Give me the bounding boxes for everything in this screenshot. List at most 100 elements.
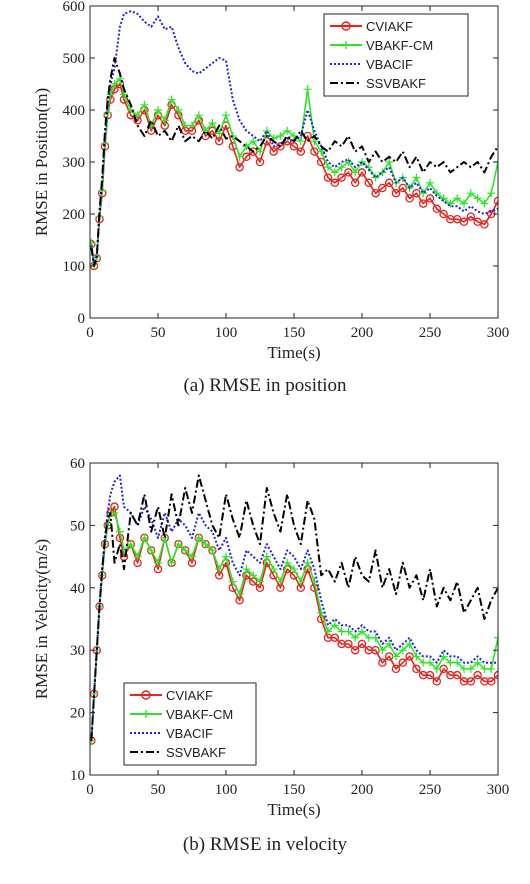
data-point [337,173,346,182]
legend-marker [342,41,350,49]
data-point [487,664,496,673]
y-tick-label: 500 [63,51,86,67]
y-tick-label: 40 [70,581,85,597]
series-line-ssvbakf [90,474,498,741]
data-point [174,106,183,114]
data-point [473,670,482,680]
data-point [283,126,292,135]
data-point [235,152,244,161]
data-point [120,90,128,99]
x-tick-label: 250 [419,325,442,341]
x-tick-label: 0 [86,325,94,341]
data-point [432,664,441,673]
data-point [466,677,476,686]
data-point [432,677,442,686]
data-point [115,527,124,536]
data-point [133,552,142,561]
data-point [371,188,380,198]
data-point [460,664,468,673]
data-point [378,183,387,193]
legend-label: CVIAKF [166,688,213,703]
legend-label: VBAKF-CM [166,707,233,722]
data-point [324,163,332,172]
data-point [242,565,251,574]
data-point [269,565,278,574]
data-point [201,540,210,549]
data-point [208,119,217,127]
data-point [426,178,434,187]
plot-area [90,474,498,745]
data-point [276,577,285,586]
data-point [412,664,421,674]
series-line-ssvbakf [90,57,498,267]
data-point [453,658,462,667]
legend-marker [141,690,151,700]
data-point [228,577,237,586]
data-point [358,158,366,166]
data-point [452,670,462,680]
data-point [453,194,462,203]
data-point [439,194,448,203]
y-tick-label: 20 [70,706,85,722]
legend: CVIAKF VBAKF-CM VBACIF SSVBAKF [323,13,469,97]
data-point [405,194,414,203]
data-point [324,627,332,636]
data-point [262,552,271,561]
data-point [446,658,455,667]
data-point [358,627,366,636]
y-tick-label: 400 [63,103,86,119]
data-point [296,137,305,146]
data-point [262,126,271,135]
legend-marker [142,710,150,718]
y-tick-label: 60 [70,456,85,472]
data-point [283,558,292,567]
data-point [289,142,299,151]
data-point [106,90,115,99]
data-point [398,658,408,667]
data-point [147,546,156,555]
data-point [256,577,264,586]
data-point [391,188,401,198]
data-point [460,199,468,208]
data-point [391,664,401,674]
data-point [466,664,475,673]
data-point [110,80,119,88]
legend-label: SSVBAKF [166,745,226,760]
data-point [480,664,489,673]
data-point [337,163,346,172]
y-tick-label: 10 [70,768,85,784]
data-point [140,100,149,109]
data-point [378,646,387,655]
data-point [494,633,498,642]
x-axis-label: Time(s) [267,800,320,819]
legend: CVIAKF VBAKF-CM VBACIF SSVBAKF [123,682,257,766]
series-line-vbacif [90,10,498,265]
data-point [480,199,489,208]
data-point [432,204,442,214]
data-point [337,627,346,636]
legend-label: SSVBAKF [366,76,426,91]
data-point [344,627,353,636]
data-point [249,571,258,580]
y-axis-label: RMSE in Velocity(m/s) [32,539,51,699]
x-tick-label: 250 [419,782,442,798]
data-point [473,194,482,203]
legend-marker [341,21,351,31]
data-point [255,157,265,167]
y-tick-label: 30 [70,643,85,659]
x-tick-label: 300 [487,782,510,798]
data-point [310,137,319,146]
data-point [174,540,183,549]
series-line-cviakf [90,83,498,267]
velocity-rmse-chart: 0 50 100 150 200 250 300 10 20 30 40 50 60 Time(s) RMS… [32,456,509,855]
data-point [201,126,210,135]
data-point [344,639,353,649]
y-axis-label: RMSE in Position(m) [32,88,51,236]
data-point [446,199,455,208]
legend-label: VBACIF [366,57,413,72]
data-point [330,633,340,642]
data-point [378,168,387,177]
data-point [473,658,482,667]
x-axis-label: Time(s) [267,343,320,362]
y-tick-label: 600 [63,0,86,15]
